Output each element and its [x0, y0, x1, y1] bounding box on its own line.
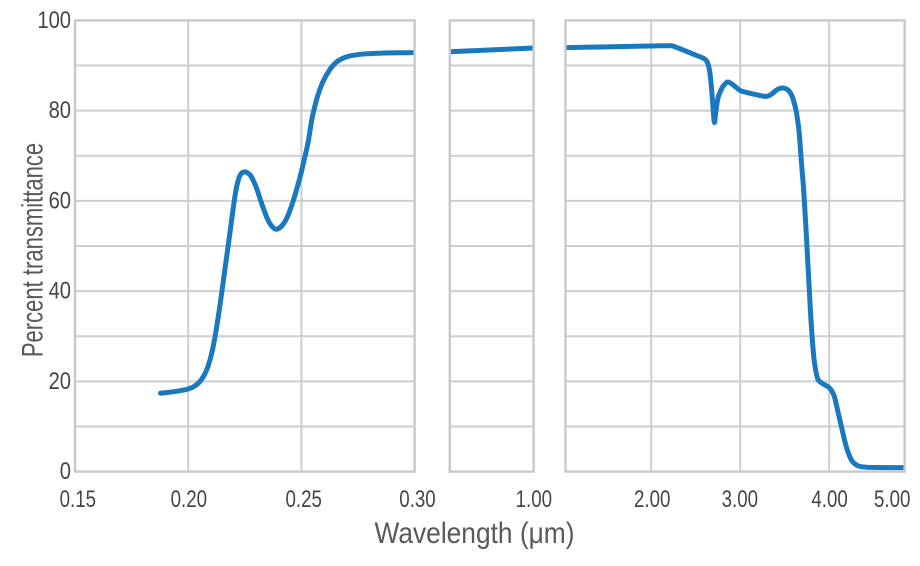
svg-text:2.00: 2.00	[634, 486, 670, 513]
svg-text:Percent transmittance: Percent transmittance	[15, 143, 49, 357]
svg-text:5.00: 5.00	[874, 486, 910, 513]
svg-text:100: 100	[37, 6, 71, 33]
svg-text:0.20: 0.20	[171, 486, 207, 513]
svg-text:0.30: 0.30	[399, 486, 435, 513]
svg-text:40: 40	[49, 277, 71, 304]
svg-text:0: 0	[60, 457, 71, 484]
svg-text:20: 20	[49, 367, 71, 394]
svg-text:0.25: 0.25	[285, 486, 321, 513]
svg-text:60: 60	[49, 187, 71, 214]
svg-text:0.15: 0.15	[60, 486, 96, 513]
svg-text:1.00: 1.00	[516, 486, 552, 513]
svg-text:Wavelength (μm): Wavelength (μm)	[374, 515, 574, 549]
svg-text:3.00: 3.00	[722, 486, 758, 513]
svg-text:4.00: 4.00	[811, 486, 847, 513]
svg-text:80: 80	[49, 96, 71, 123]
